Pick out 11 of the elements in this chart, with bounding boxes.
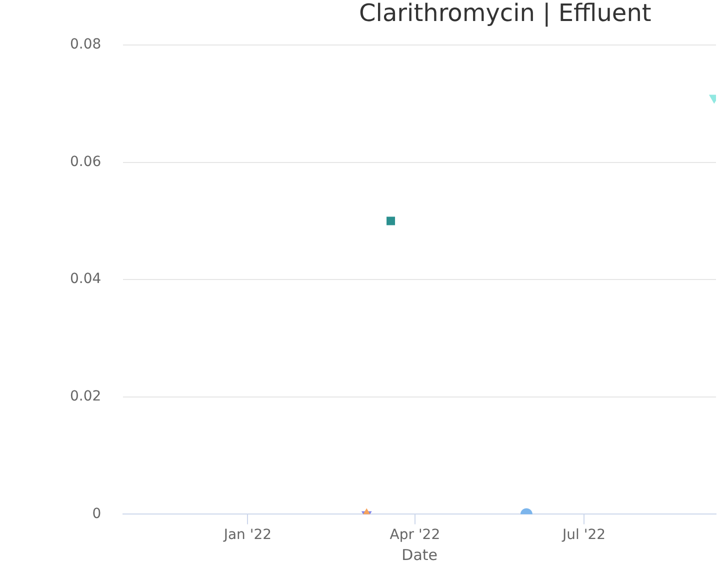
y-tick-label: 0 — [92, 506, 102, 522]
chart-title: Clarithromycin | Effluent — [359, 0, 652, 28]
y-tick-label: 0.06 — [70, 154, 102, 170]
x-tick-label: Jan '22 — [222, 527, 272, 544]
point — [386, 216, 396, 226]
x-tick-label: Apr '22 — [390, 527, 440, 544]
y-tick-label: 0.08 — [70, 36, 102, 53]
y-tick-label: 0.04 — [70, 271, 102, 288]
x-tick-label: Jul '22 — [562, 527, 606, 544]
x-axis-title: Date — [402, 546, 438, 564]
y-tick-label: 0.02 — [70, 388, 102, 405]
